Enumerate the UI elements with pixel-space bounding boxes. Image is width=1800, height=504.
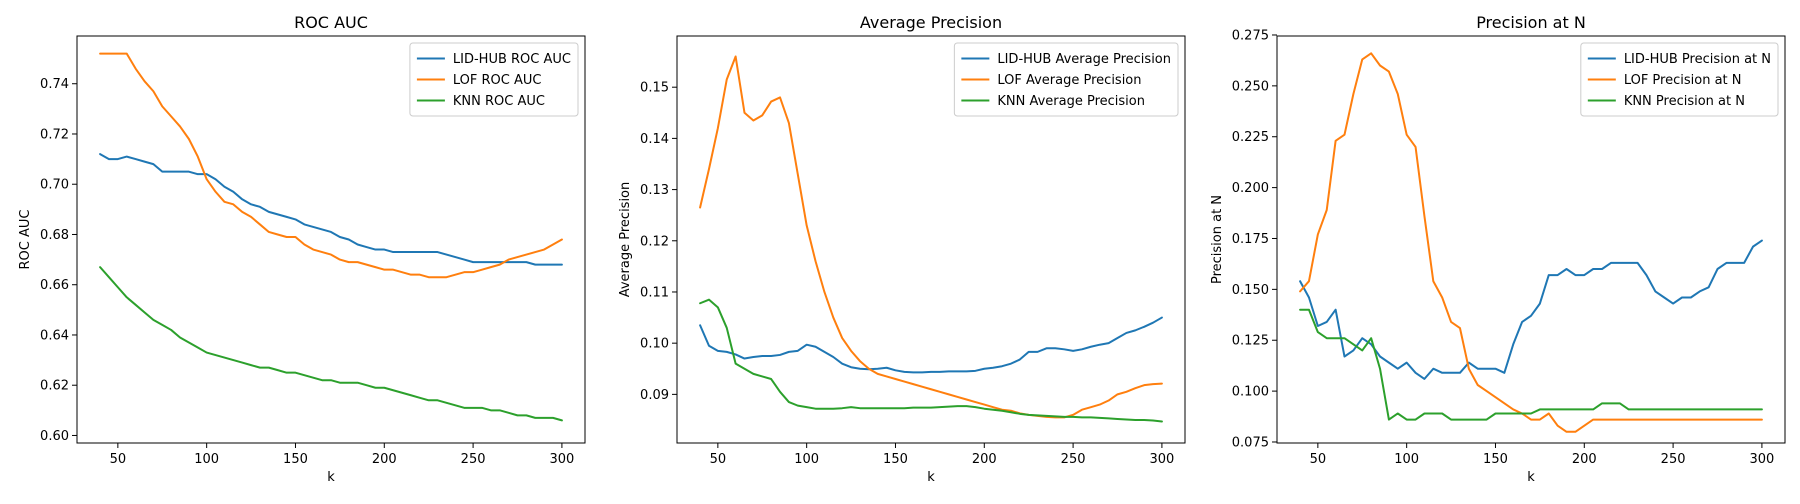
axes-frame: [676, 35, 1186, 444]
series-line-0: [99, 153, 563, 266]
x-tick-label: 100: [794, 452, 819, 467]
x-tick-label: 200: [1572, 452, 1597, 467]
y-tick-label: 0.60: [40, 429, 69, 444]
x-tick-label: 50: [1310, 452, 1327, 467]
series-line-0: [1299, 239, 1763, 380]
legend-entry-label: LID-HUB Precision at N: [1624, 52, 1771, 67]
series-line-1: [99, 52, 563, 279]
y-axis-label: Precision at N: [1210, 195, 1225, 284]
x-tick-label: 100: [194, 452, 219, 467]
legend-entry-label: KNN Average Precision: [997, 94, 1145, 109]
legend-entry-label: LID-HUB Average Precision: [997, 52, 1171, 67]
legend-entry-label: LID-HUB ROC AUC: [453, 52, 571, 67]
y-tick-label: 0.100: [1232, 385, 1269, 400]
y-tick-label: 0.150: [1232, 283, 1269, 298]
legend-entry-label: KNN Precision at N: [1624, 94, 1745, 109]
y-tick-label: 0.13: [640, 183, 669, 198]
legend: LID-HUB Precision at N LOF Precision at N…: [1580, 42, 1779, 117]
y-tick-label: 0.70: [40, 178, 69, 193]
series-line-0: [699, 316, 1163, 374]
series-line-1: [1299, 52, 1763, 433]
x-tick-label: 100: [1394, 452, 1419, 467]
axes-frame: [1276, 35, 1786, 444]
x-tick-label: 50: [110, 452, 127, 467]
series-line-2: [99, 266, 563, 422]
y-tick-label: 0.075: [1232, 435, 1269, 450]
x-tick-label: 150: [883, 452, 908, 467]
x-tick-label: 200: [372, 452, 397, 467]
x-tick-label: 250: [1061, 452, 1086, 467]
legend-entry-label: LOF Precision at N: [1624, 73, 1742, 88]
y-tick-label: 0.10: [640, 337, 669, 352]
legend-entry-label: KNN ROC AUC: [453, 94, 545, 109]
y-tick-label: 0.62: [40, 379, 69, 394]
x-tick-label: 300: [1149, 452, 1174, 467]
y-tick-label: 0.225: [1232, 130, 1269, 145]
y-tick-label: 0.66: [40, 278, 69, 293]
y-tick-label: 0.14: [640, 132, 669, 147]
series-group: [1299, 52, 1763, 433]
series-line-2: [1299, 308, 1763, 421]
y-axis-label: Average Precision: [618, 182, 633, 298]
legend-box: [953, 42, 1179, 117]
legend: LID-HUB Average Precision LOF Average Pre…: [953, 42, 1179, 117]
y-tick-label: 0.250: [1232, 79, 1269, 94]
y-tick-label: 0.275: [1232, 28, 1269, 43]
chart-title: Precision at N: [1476, 13, 1586, 32]
y-tick-label: 0.200: [1232, 181, 1269, 196]
series-group: [99, 52, 563, 422]
x-tick-label: 150: [1483, 452, 1508, 467]
y-tick-label: 0.12: [640, 234, 669, 249]
chart-title: ROC AUC: [294, 13, 368, 32]
y-tick-label: 0.64: [40, 328, 69, 343]
legend-box: [409, 42, 579, 117]
y-tick-label: 0.74: [40, 77, 69, 92]
y-tick-label: 0.11: [640, 285, 669, 300]
x-tick-label: 250: [461, 452, 486, 467]
legend-entry-label: LOF Average Precision: [997, 73, 1141, 88]
series-line-2: [699, 298, 1163, 423]
chart-panel-2: 50 100 150 200 250 300 0.075 0.100 0.125 0.150 0.1…: [1210, 13, 1786, 485]
x-axis-label: k: [1527, 470, 1535, 485]
y-tick-label: 0.175: [1232, 232, 1269, 247]
x-tick-label: 150: [283, 452, 308, 467]
chart-title: Average Precision: [860, 13, 1002, 32]
y-tick-label: 0.125: [1232, 334, 1269, 349]
x-tick-label: 300: [1749, 452, 1774, 467]
y-tick-label: 0.68: [40, 228, 69, 243]
x-axis-label: k: [927, 470, 935, 485]
legend-box: [1580, 42, 1779, 117]
chart-panel-0: 50 100 150 200 250 300 0.60 0.62 0.64 0.66 0.68 0.7…: [18, 13, 586, 485]
axes-frame: [76, 35, 586, 444]
chart-panel-1: 50 100 150 200 250 300 0.09 0.10 0.11 0.12 0.13 0.1…: [618, 13, 1186, 485]
series-group: [699, 55, 1163, 423]
x-axis-label: k: [327, 470, 335, 485]
y-tick-label: 0.72: [40, 127, 69, 142]
x-tick-label: 250: [1661, 452, 1686, 467]
series-line-1: [699, 55, 1163, 419]
x-tick-label: 200: [972, 452, 997, 467]
legend: LID-HUB ROC AUC LOF ROC AUC KNN ROC AUC: [409, 42, 579, 117]
y-axis-label: ROC AUC: [18, 210, 33, 270]
x-tick-label: 300: [549, 452, 574, 467]
legend-entry-label: LOF ROC AUC: [453, 73, 542, 88]
y-tick-label: 0.15: [640, 81, 669, 96]
y-tick-label: 0.09: [640, 388, 669, 403]
x-tick-label: 50: [710, 452, 727, 467]
